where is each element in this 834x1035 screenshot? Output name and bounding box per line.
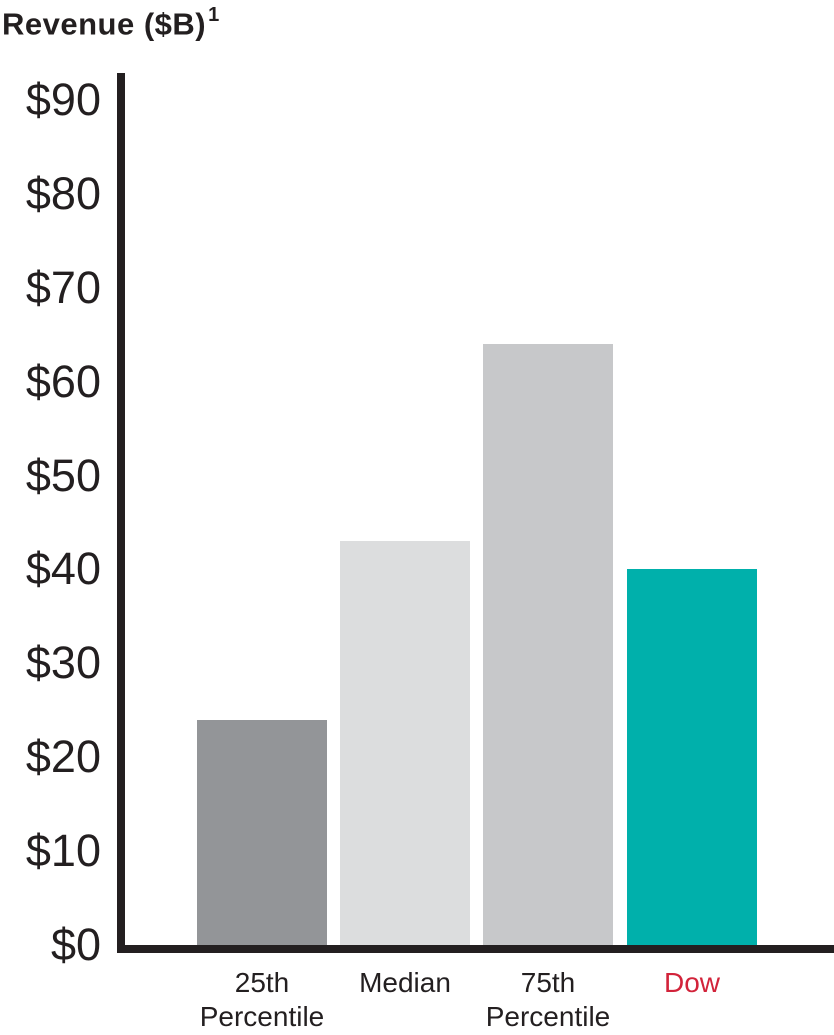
x-label-dow: Dow [582, 966, 802, 1000]
x-axis-line [117, 945, 834, 953]
bar-75th-percentile [483, 344, 613, 945]
y-tick-label-20: $20 [25, 731, 101, 783]
x-label-line: 25th [234, 967, 290, 998]
y-tick-label-50: $50 [25, 449, 101, 501]
bar-dow [627, 569, 757, 945]
y-tick-label-0: $0 [50, 919, 101, 970]
y-axis-line [117, 73, 125, 953]
x-label-line: Dow [663, 967, 720, 998]
chart-title-text: Revenue ($B) [2, 6, 207, 42]
y-tick-label-40: $40 [25, 543, 101, 595]
x-label-line: 75th [520, 967, 576, 998]
x-label-75th-percentile: 75th Percentile [438, 966, 658, 1034]
bar-median [340, 541, 470, 945]
y-tick-label-80: $80 [25, 167, 101, 219]
x-label-line: Percentile [199, 1001, 325, 1032]
x-label-line: Percentile [485, 1001, 611, 1032]
y-tick-label-70: $70 [25, 261, 101, 313]
y-tick-label-90: $90 [25, 74, 101, 125]
chart-title: Revenue ($B) 1 [2, 4, 220, 42]
x-label-median: Median [295, 966, 515, 1000]
x-label-line: Median [359, 967, 451, 998]
x-label-25th-percentile: 25th Percentile [152, 966, 372, 1034]
y-tick-label-30: $30 [25, 637, 101, 689]
y-tick-label-10: $10 [25, 825, 101, 877]
chart-title-footnote-marker: 1 [208, 4, 220, 26]
y-tick-label-60: $60 [25, 355, 101, 407]
bar-25th-percentile [197, 719, 327, 945]
